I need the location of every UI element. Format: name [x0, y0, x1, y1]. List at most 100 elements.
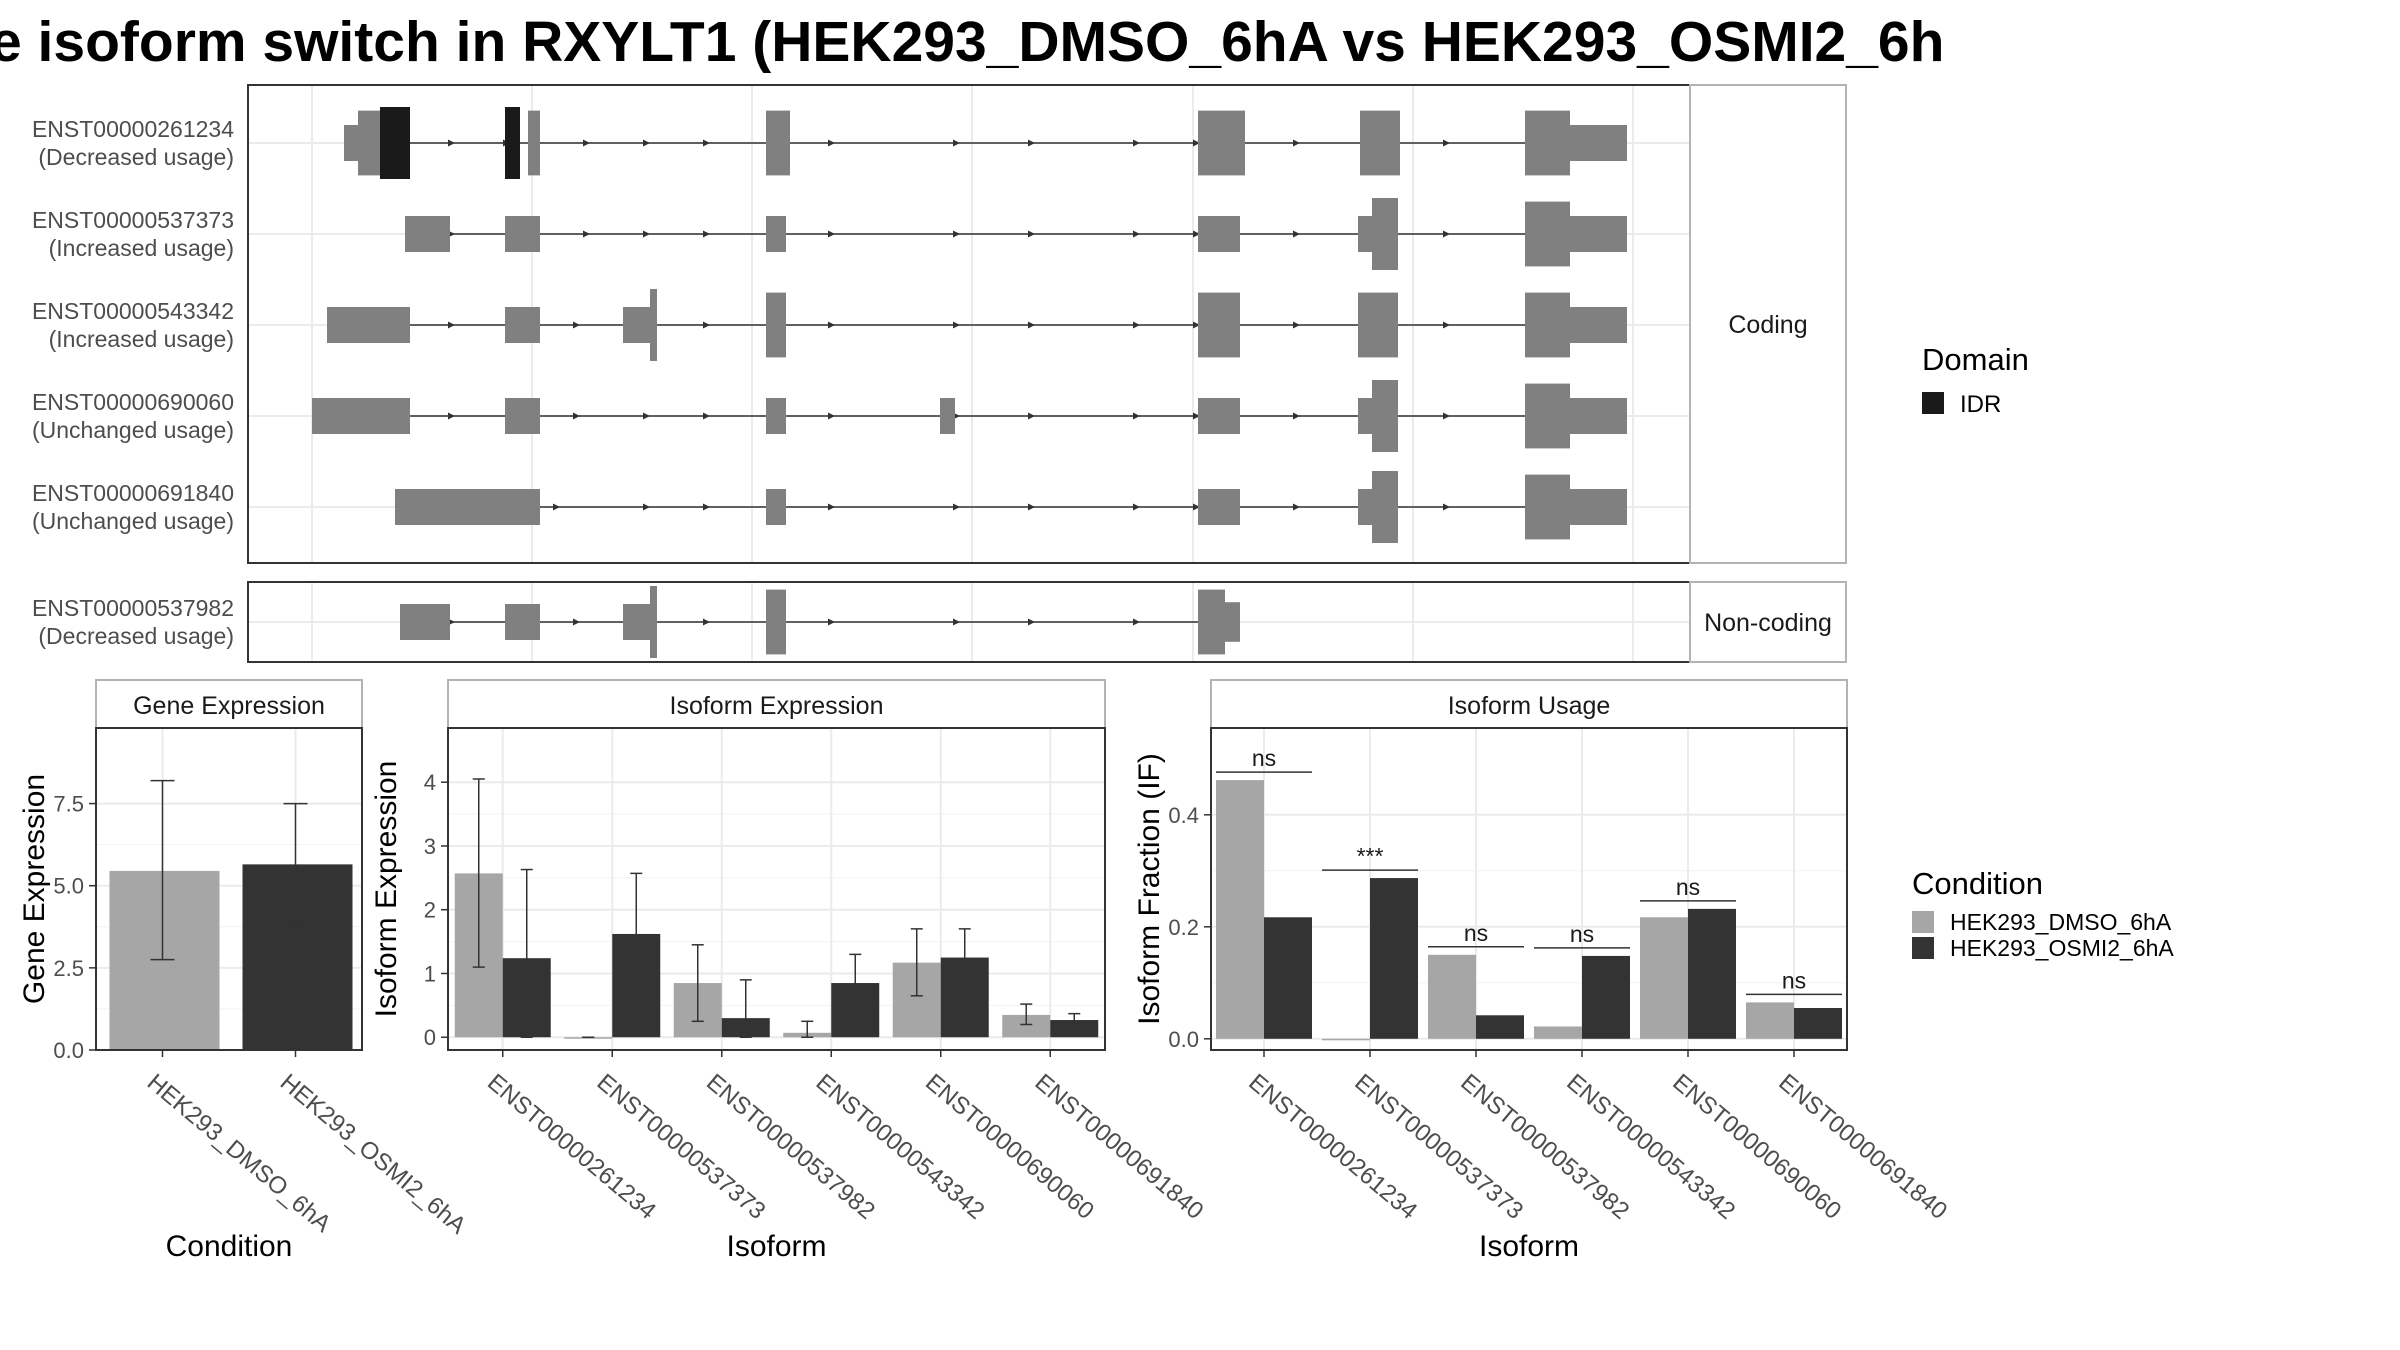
- intron-direction-arrow: [1193, 321, 1200, 329]
- isoform-expression-strip-title: Isoform Expression: [670, 692, 884, 720]
- bar-ENST00000543342-HEK293_DMSO_6hA: [1534, 1026, 1582, 1039]
- transcript-label-status: (Unchanged usage): [32, 417, 234, 443]
- exon: [650, 586, 657, 658]
- exon: [1372, 380, 1398, 452]
- intron-direction-arrow: [703, 618, 710, 626]
- exon: [312, 398, 410, 434]
- bar-ENST00000691840-HEK293_DMSO_6hA: [1002, 1014, 1051, 1038]
- intron-direction-arrow: [953, 139, 960, 147]
- condition-legend-title: Condition: [1912, 866, 2043, 901]
- intron-direction-arrow: [573, 321, 580, 329]
- condition-legend-key: [1912, 911, 1934, 933]
- bar-ENST00000537982-HEK293_DMSO_6hA: [1428, 954, 1476, 1039]
- intron-direction-arrow: [573, 412, 580, 420]
- intron-direction-arrow: [448, 321, 455, 329]
- isoform-expression-y-tick-label: 0: [424, 1025, 436, 1050]
- transcript-label-status: (Decreased usage): [38, 623, 234, 649]
- gene-expression-x-axis-title: Condition: [166, 1230, 293, 1263]
- significance-label: ***: [1357, 843, 1384, 869]
- exon: [505, 604, 540, 640]
- intron-direction-arrow: [1293, 139, 1300, 147]
- intron-direction-arrow: [703, 412, 710, 420]
- intron-direction-arrow: [703, 321, 710, 329]
- intron-direction-arrow: [448, 412, 455, 420]
- intron-direction-arrow: [953, 230, 960, 238]
- exon: [1570, 398, 1627, 434]
- bar-HEK293_DMSO_6hA: [109, 870, 220, 1050]
- intron-direction-arrow: [1028, 321, 1035, 329]
- intron-direction-arrow: [1133, 321, 1140, 329]
- isoform-usage-strip-title: Isoform Usage: [1448, 692, 1611, 720]
- intron-direction-arrow: [643, 503, 650, 511]
- intron-direction-arrow: [1193, 503, 1200, 511]
- bar-ENST00000537373-HEK293_OSMI2_6hA: [1370, 878, 1418, 1039]
- intron-direction-arrow: [1443, 412, 1450, 420]
- exon: [1525, 292, 1570, 358]
- transcript-ENST00000261234: [344, 107, 1627, 179]
- exon: [1525, 383, 1570, 449]
- exon: [1198, 489, 1240, 525]
- transcript-ENST00000691840: [395, 471, 1627, 543]
- significance-label: ns: [1570, 921, 1594, 947]
- intron-direction-arrow: [1443, 139, 1450, 147]
- intron-direction-arrow: [643, 412, 650, 420]
- intron-direction-arrow: [1133, 139, 1140, 147]
- exon: [1570, 489, 1627, 525]
- bar-ENST00000690060-HEK293_DMSO_6hA: [1640, 917, 1688, 1039]
- intron-direction-arrow: [953, 503, 960, 511]
- transcript-label-id: ENST00000537373: [32, 207, 234, 233]
- intron-direction-arrow: [643, 230, 650, 238]
- transcript-label-id: ENST00000543342: [32, 298, 234, 324]
- transcript-ENST00000690060: [312, 380, 1627, 452]
- gene-expression-strip-title: Gene Expression: [133, 692, 325, 720]
- transcript-ENST00000537982: [400, 586, 1240, 658]
- intron-direction-arrow: [583, 230, 590, 238]
- isoform-expression-panel-border: [447, 727, 1106, 1051]
- exon: [766, 110, 790, 176]
- isoform-usage-x-axis-title: Isoform: [1479, 1230, 1579, 1263]
- exon: [1525, 474, 1570, 540]
- domain-legend-label: IDR: [1960, 391, 2001, 418]
- intron-direction-arrow: [583, 139, 590, 147]
- intron-direction-arrow: [1443, 321, 1450, 329]
- intron-direction-arrow: [1028, 503, 1035, 511]
- intron-direction-arrow: [828, 412, 835, 420]
- bar-ENST00000261234-HEK293_DMSO_6hA: [1216, 780, 1264, 1039]
- transcript-label-id: ENST00000691840: [32, 480, 234, 506]
- exon: [766, 589, 786, 655]
- idr-domain: [380, 107, 410, 179]
- exon: [623, 604, 650, 640]
- exon: [1198, 110, 1245, 176]
- exon: [940, 398, 955, 434]
- transcript-label-id: ENST00000690060: [32, 389, 234, 415]
- exon: [766, 489, 786, 525]
- significance-label: ns: [1252, 745, 1276, 771]
- exon: [650, 289, 657, 361]
- exon: [1358, 398, 1372, 434]
- intron-direction-arrow: [1028, 618, 1035, 626]
- isoform-usage-panel-bg: [1211, 728, 1847, 1050]
- isoform-expression-y-tick-label: 1: [424, 961, 436, 986]
- isoform-usage-panel-border: [1210, 727, 1848, 1051]
- exon: [766, 292, 786, 358]
- facet-strip-coding: [1689, 84, 1847, 564]
- figure-title: e isoform switch in RXYLT1 (HEK293_DMSO_…: [0, 10, 1945, 74]
- significance-label: ns: [1464, 920, 1488, 946]
- gene-expression-y-axis-title: Gene Expression: [18, 774, 51, 1004]
- intron-direction-arrow: [1443, 503, 1450, 511]
- exon: [344, 125, 358, 161]
- exon: [623, 307, 650, 343]
- idr-domain: [505, 107, 520, 179]
- exon: [1225, 602, 1240, 642]
- facet-label-non-coding: Non-coding: [1704, 609, 1832, 637]
- exon: [1570, 307, 1627, 343]
- intron-direction-arrow: [828, 321, 835, 329]
- bar-ENST00000537982-HEK293_OSMI2_6hA: [1476, 1015, 1524, 1039]
- exon: [405, 216, 450, 252]
- exon: [766, 398, 786, 434]
- isoform-usage-y-tick-label: 0.4: [1168, 803, 1199, 828]
- condition-legend-label: HEK293_OSMI2_6hA: [1950, 935, 2174, 961]
- isoform-expression-y-tick-label: 3: [424, 834, 436, 859]
- transcript-label-id: ENST00000261234: [32, 116, 234, 142]
